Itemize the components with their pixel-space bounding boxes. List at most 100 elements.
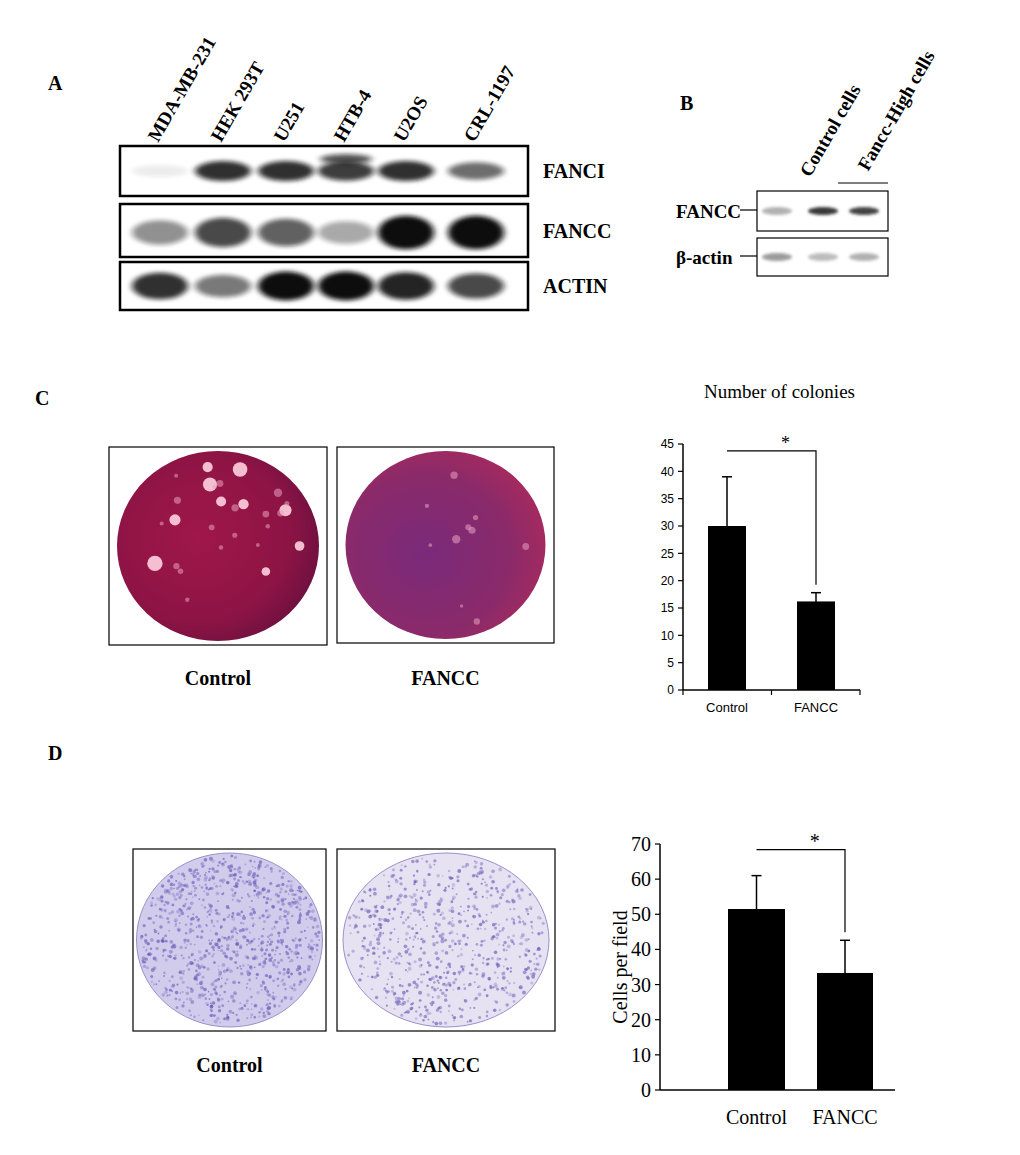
cell [257, 868, 260, 871]
cell [463, 987, 466, 990]
cell [494, 971, 497, 974]
colony [274, 489, 282, 497]
cell [447, 963, 451, 967]
cell [198, 898, 200, 900]
cell [480, 867, 483, 870]
x-tick-label: Control [706, 700, 748, 715]
cell [404, 894, 408, 898]
cell [420, 928, 422, 930]
cell [150, 938, 154, 942]
cell [289, 996, 293, 1000]
cell [278, 971, 281, 974]
cell [265, 1003, 268, 1006]
cell [426, 984, 428, 986]
cell [254, 966, 256, 968]
cell [271, 905, 275, 909]
cell [303, 970, 306, 973]
cell [368, 915, 372, 919]
cell [536, 949, 538, 951]
cell [280, 980, 282, 982]
cell [239, 1002, 241, 1004]
cell [179, 946, 183, 950]
cell [465, 863, 469, 867]
cell [482, 878, 484, 880]
cell [388, 881, 390, 883]
cell [411, 860, 415, 864]
cell [263, 960, 266, 963]
cell [213, 1014, 216, 1017]
cell [284, 996, 288, 1000]
cell [176, 983, 178, 985]
cell [227, 1016, 230, 1019]
cell [253, 911, 256, 914]
cell [208, 991, 210, 993]
cell [317, 931, 320, 934]
cell [196, 869, 198, 871]
colony [147, 556, 162, 571]
cell [312, 926, 315, 929]
cell [162, 949, 164, 951]
cell [245, 928, 248, 931]
cell [161, 939, 164, 942]
cell [498, 943, 500, 945]
cell [261, 946, 263, 948]
cell [216, 1017, 220, 1021]
band [378, 216, 434, 250]
cell [481, 975, 484, 978]
cell [402, 991, 406, 995]
cell [460, 953, 463, 956]
cell [395, 961, 398, 964]
cell [395, 880, 399, 884]
band [808, 207, 838, 215]
cell [414, 987, 416, 989]
cell [459, 1015, 463, 1019]
cell [506, 980, 508, 982]
blot-row [120, 204, 528, 257]
cell [232, 899, 234, 901]
cell [440, 897, 442, 899]
cell [251, 1003, 253, 1005]
cell [234, 961, 237, 964]
cell [201, 904, 203, 906]
cell [189, 931, 192, 934]
y-tick-label: 60 [631, 868, 651, 890]
cell [204, 874, 206, 876]
cell [243, 882, 246, 885]
cell [199, 875, 201, 877]
cell [221, 945, 224, 948]
cell [496, 933, 500, 937]
band [195, 275, 251, 297]
cell [229, 957, 233, 961]
cell [280, 959, 283, 962]
cell [282, 872, 285, 875]
cell [430, 1003, 433, 1006]
cell [182, 991, 184, 993]
cell [249, 860, 252, 863]
cell [296, 901, 300, 905]
cell [524, 953, 526, 955]
cell [202, 865, 204, 867]
cell [276, 884, 279, 887]
cell [477, 928, 480, 931]
cell [186, 909, 188, 911]
cell [445, 887, 447, 889]
cell [150, 948, 152, 950]
cell [187, 906, 191, 910]
cell [393, 992, 396, 995]
cell [389, 889, 391, 891]
cell [505, 958, 508, 961]
band [320, 154, 372, 164]
cell [292, 890, 294, 892]
colony [256, 543, 260, 547]
band [378, 272, 434, 299]
cell [318, 939, 320, 941]
cell [166, 994, 168, 996]
cell [526, 976, 529, 979]
cell [415, 983, 418, 986]
cell [272, 979, 275, 982]
cell [253, 1016, 256, 1019]
cell [248, 941, 252, 945]
cell [239, 876, 241, 878]
cell [393, 907, 396, 910]
cell [264, 866, 266, 868]
